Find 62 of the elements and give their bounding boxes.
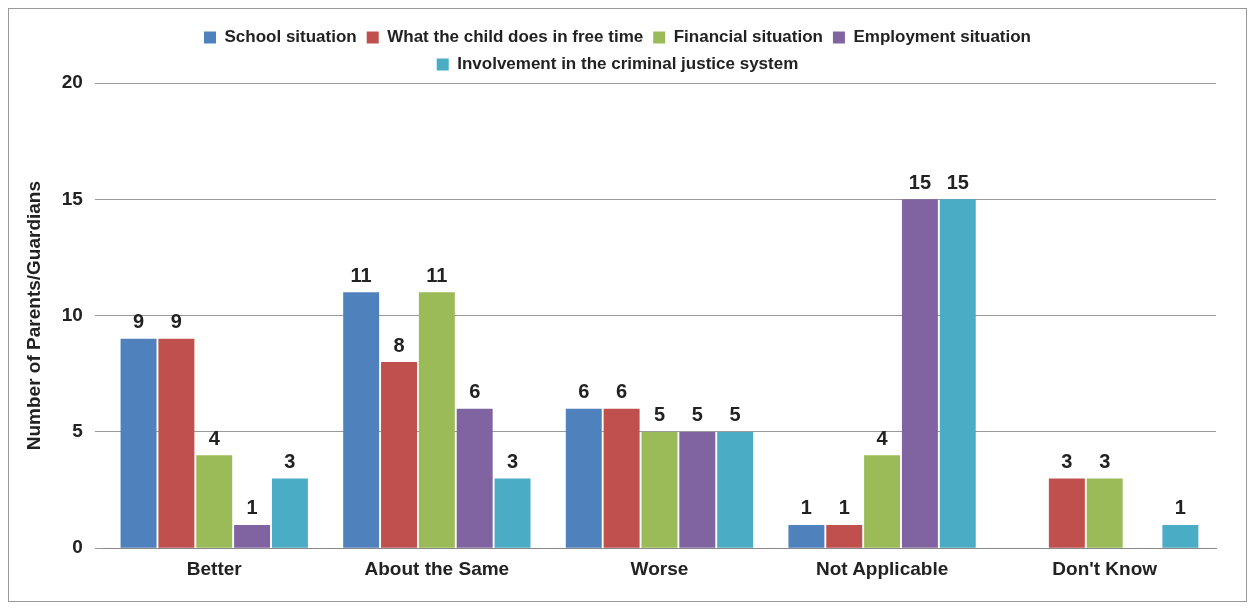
data-label: 5 [729,403,741,426]
data-label: 6 [616,380,628,403]
bar [679,431,716,548]
bar [456,408,493,548]
y-tick-label: 0 [72,536,83,558]
bar [826,524,863,548]
x-tick-label: Don't Know [1052,557,1158,579]
data-label: 1 [246,496,258,519]
x-tick-label: Better [186,557,243,579]
y-tick-label: 5 [72,420,84,442]
y-tick-label: 15 [61,187,84,209]
legend-label: School situation [224,27,357,47]
y-axis-title: Number of Parents/Guardians [22,180,44,451]
bar [271,478,308,548]
data-label: 1 [1174,496,1186,519]
data-label: 5 [653,403,666,426]
bar [1048,478,1085,548]
bar [234,524,271,548]
legend-label: Involvement in the criminal justice system [457,54,799,74]
bar [1086,478,1123,548]
data-label: 4 [876,426,889,449]
data-label: 3 [1061,449,1073,472]
data-label: 11 [426,263,448,286]
bar [603,408,640,548]
data-label: 3 [284,449,296,472]
y-tick-label: 10 [61,303,83,325]
bar [641,431,678,548]
data-label: 5 [691,403,703,426]
legend-label: Employment situation [853,27,1032,47]
bar [196,455,233,548]
bar [381,362,417,548]
data-label: 9 [132,310,145,333]
bar [494,478,531,548]
data-label: 4 [208,426,221,449]
data-label: 6 [469,380,481,403]
bar [788,524,825,548]
x-tick-label: Worse [630,557,689,579]
bar [864,455,901,548]
y-tick-label: 20 [61,71,83,93]
x-tick-label: About the Same [364,557,510,579]
data-label: 15 [946,170,969,193]
x-tick-label: Not Applicable [815,557,949,579]
bar [901,199,938,548]
data-label: 15 [908,170,932,193]
legend-label: Financial situation [673,27,823,47]
legend-label: What the child does in free time [387,27,644,47]
bar [158,338,195,548]
data-label: 1 [800,496,812,519]
data-label: 11 [350,263,372,286]
bar [1162,524,1199,548]
data-label: 8 [393,333,405,356]
data-label: 1 [838,496,850,519]
bar [565,408,602,548]
bar [939,199,976,548]
bar [418,292,455,548]
bar [120,338,157,548]
data-label: 3 [1099,449,1111,472]
data-label: 3 [506,449,519,472]
data-label: 9 [170,310,182,333]
data-label: 6 [578,380,590,403]
bar [343,292,380,548]
bar [717,431,754,548]
